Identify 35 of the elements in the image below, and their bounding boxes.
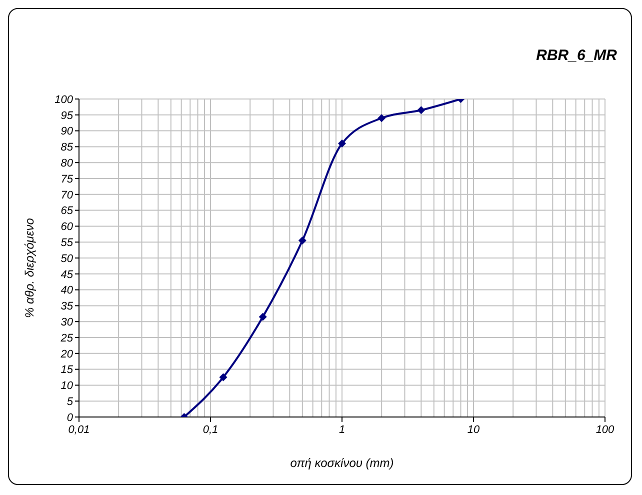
x-tick-label: 1: [338, 424, 346, 436]
y-tick-label: 35: [60, 300, 74, 313]
y-tick-label: 75: [60, 173, 74, 186]
point: [417, 106, 426, 114]
y-tick-label: 85: [60, 142, 74, 154]
y-tick-label: 25: [60, 332, 74, 344]
y-tick-label: 70: [60, 189, 74, 202]
y-tick-label: 55: [60, 237, 74, 250]
x-axis-title: οπή κοσκίνου (mm): [290, 456, 394, 470]
point: [298, 236, 306, 245]
x-tick-label: 0,1: [202, 424, 218, 436]
x-tick-label: 10: [467, 424, 480, 436]
y-tick-label: 30: [60, 316, 74, 329]
y-tick-label: 5: [66, 396, 74, 408]
y-tick-label: 15: [60, 364, 74, 376]
y-tick-label: 20: [60, 348, 74, 360]
point: [378, 114, 386, 122]
y-tick-label: 50: [60, 252, 74, 265]
y-tick-label: 100: [54, 94, 74, 106]
y-axis-title: % αθρ. διερχόμενο: [22, 218, 36, 318]
point: [219, 373, 228, 382]
y-tick-label: 95: [60, 110, 74, 122]
y-tick-label: 80: [60, 158, 74, 170]
chart-title: RBR_6_MR: [536, 47, 617, 64]
y-tick-label: 45: [60, 268, 74, 281]
y-tick-label: 65: [60, 205, 74, 218]
y-tick-label: 0: [66, 412, 74, 424]
x-tick-label: 0,01: [68, 424, 90, 436]
y-tick-label: 10: [60, 380, 74, 392]
point: [258, 312, 267, 321]
y-tick-label: 90: [60, 126, 74, 138]
x-tick-label: 100: [596, 424, 616, 436]
point: [338, 140, 346, 148]
y-tick-label: 40: [60, 284, 74, 297]
y-tick-label: 60: [60, 221, 74, 234]
